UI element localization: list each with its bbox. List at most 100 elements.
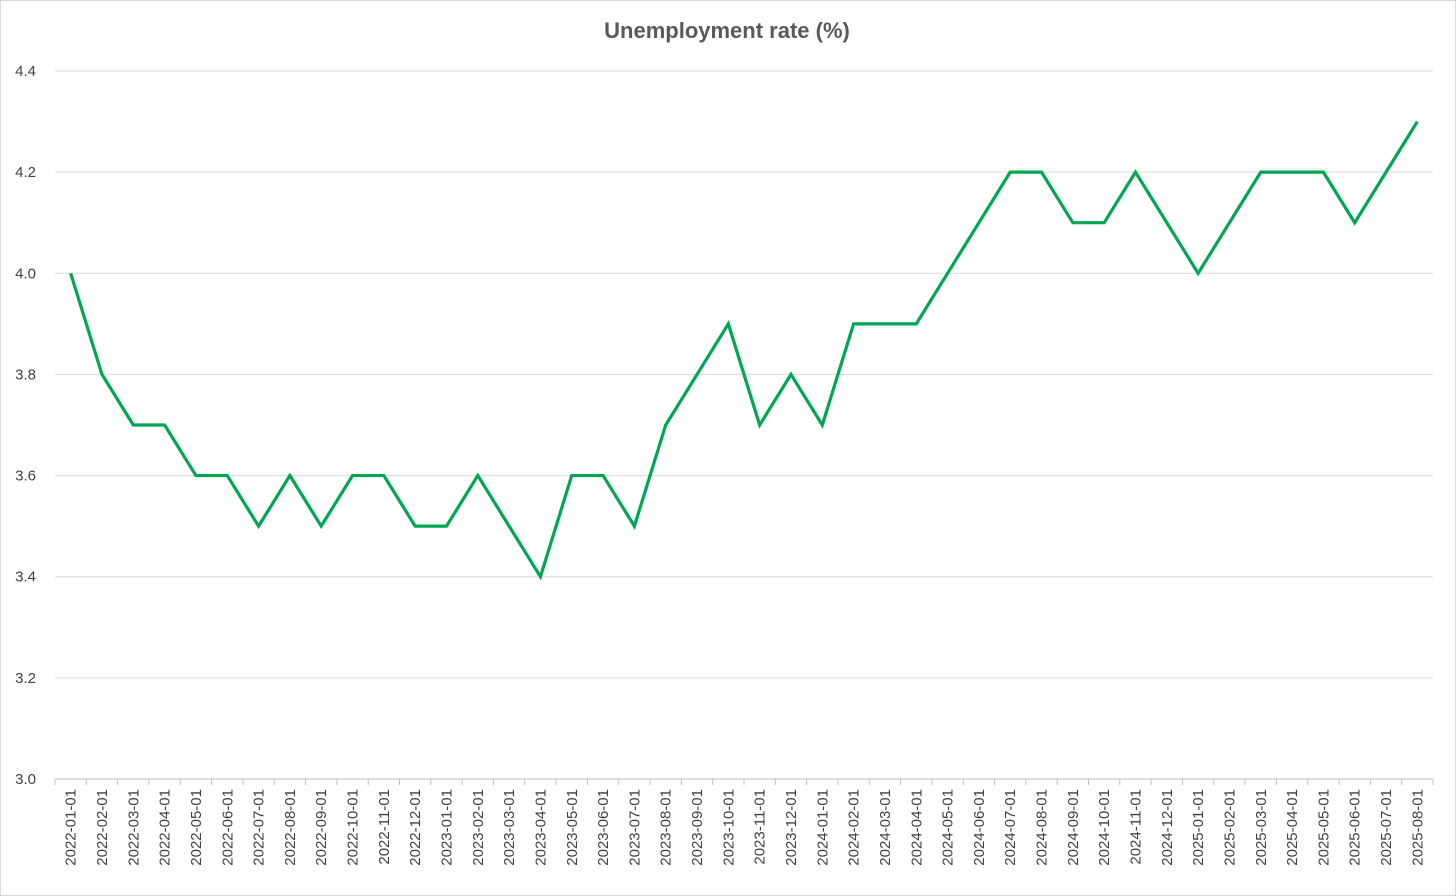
data-point xyxy=(852,322,855,325)
x-tick-label: 2022-02-01 xyxy=(94,789,111,866)
data-point xyxy=(445,525,448,528)
data-point xyxy=(320,525,323,528)
data-point xyxy=(382,474,385,477)
data-point xyxy=(664,424,667,427)
data-point xyxy=(1228,221,1231,224)
x-axis-labels: 2022-01-01 2022-02-01 2022-03-01 2022-04-01… xyxy=(63,789,1427,866)
data-point xyxy=(977,221,980,224)
x-tick-label: 2025-06-01 xyxy=(1347,789,1364,866)
x-tick-label: 2025-07-01 xyxy=(1378,789,1395,866)
data-point xyxy=(1291,171,1294,174)
data-point xyxy=(1416,120,1419,123)
x-tick-label: 2023-04-01 xyxy=(532,789,549,866)
data-point xyxy=(1353,221,1356,224)
data-point xyxy=(1134,171,1137,174)
x-tick-label: 2025-08-01 xyxy=(1409,789,1426,866)
x-tick-label: 2023-07-01 xyxy=(626,789,643,866)
x-tick-label: 2023-05-01 xyxy=(564,789,581,866)
x-tick-label: 2022-05-01 xyxy=(188,789,205,866)
x-tick-label: 2023-03-01 xyxy=(501,789,518,866)
data-point xyxy=(539,575,542,578)
data-point xyxy=(696,373,699,376)
x-tick-label: 2022-10-01 xyxy=(345,789,362,866)
data-point xyxy=(821,424,824,427)
x-tick-label: 2023-06-01 xyxy=(595,789,612,866)
x-axis xyxy=(54,778,1434,785)
x-tick-label: 2025-01-01 xyxy=(1190,789,1207,866)
chart-title: Unemployment rate (%) xyxy=(604,18,850,43)
data-point xyxy=(69,272,72,275)
x-tick-label: 2022-03-01 xyxy=(125,789,142,866)
data-point xyxy=(257,525,260,528)
data-point xyxy=(883,322,886,325)
x-tick-label: 2023-02-01 xyxy=(470,789,487,866)
data-point xyxy=(602,474,605,477)
y-tick-label: 4.2 xyxy=(15,164,36,181)
x-tick-label: 2024-06-01 xyxy=(971,789,988,866)
x-tick-label: 2024-12-01 xyxy=(1159,789,1176,866)
data-point xyxy=(351,474,354,477)
series-layer xyxy=(69,120,1419,581)
y-tick-label: 3.2 xyxy=(15,670,36,687)
data-point xyxy=(1197,272,1200,275)
x-tick-label: 2022-09-01 xyxy=(313,789,330,866)
data-point xyxy=(1322,171,1325,174)
gridlines xyxy=(55,70,1433,679)
data-point xyxy=(570,474,573,477)
data-point xyxy=(789,373,792,376)
x-tick-label: 2022-11-01 xyxy=(376,789,393,865)
data-point xyxy=(1071,221,1074,224)
data-point xyxy=(476,474,479,477)
x-tick-label: 2023-09-01 xyxy=(689,789,706,866)
x-tick-label: 2025-02-01 xyxy=(1221,789,1238,866)
x-tick-label: 2022-04-01 xyxy=(157,789,174,866)
x-tick-label: 2023-11-01 xyxy=(752,789,769,865)
x-tick-label: 2022-01-01 xyxy=(63,789,80,866)
x-tick-label: 2025-05-01 xyxy=(1315,789,1332,866)
y-tick-label: 3.0 xyxy=(15,771,36,788)
y-tick-label: 3.4 xyxy=(15,569,36,586)
x-tick-label: 2024-11-01 xyxy=(1127,789,1144,865)
x-tick-label: 2025-03-01 xyxy=(1253,789,1270,866)
x-tick-label: 2023-08-01 xyxy=(658,789,675,866)
data-point xyxy=(633,525,636,528)
data-point xyxy=(163,424,166,427)
x-tick-label: 2024-01-01 xyxy=(814,789,831,866)
data-point xyxy=(226,474,229,477)
data-point xyxy=(1009,171,1012,174)
x-tick-label: 2022-12-01 xyxy=(407,789,424,866)
data-point xyxy=(946,272,949,275)
data-point xyxy=(508,525,511,528)
data-point xyxy=(194,474,197,477)
y-axis-labels: 3.0 3.2 3.4 3.6 3.8 4.0 4.2 4.4 xyxy=(15,63,36,788)
data-point xyxy=(915,322,918,325)
x-tick-label: 2024-10-01 xyxy=(1096,789,1113,866)
data-point xyxy=(1103,221,1106,224)
x-tick-label: 2024-03-01 xyxy=(877,789,894,866)
x-tick-label: 2024-04-01 xyxy=(908,789,925,866)
series-line xyxy=(69,120,1419,581)
x-tick-label: 2022-06-01 xyxy=(219,789,236,866)
x-tick-label: 2022-07-01 xyxy=(251,789,268,866)
data-point xyxy=(1165,221,1168,224)
data-point xyxy=(100,373,103,376)
x-tick-label: 2024-07-01 xyxy=(1002,789,1019,866)
data-point xyxy=(414,525,417,528)
x-tick-label: 2024-02-01 xyxy=(846,789,863,866)
x-tick-label: 2023-01-01 xyxy=(438,789,455,866)
data-point xyxy=(1259,171,1262,174)
x-tick-label: 2024-09-01 xyxy=(1065,789,1082,866)
data-point xyxy=(1385,171,1388,174)
x-tick-label: 2025-04-01 xyxy=(1284,789,1301,866)
x-tick-label: 2023-10-01 xyxy=(720,789,737,866)
data-point xyxy=(132,424,135,427)
data-point xyxy=(1040,171,1043,174)
data-point xyxy=(727,322,730,325)
y-tick-label: 4.0 xyxy=(15,265,36,282)
data-point xyxy=(758,424,761,427)
x-tick-label: 2024-08-01 xyxy=(1034,789,1051,866)
x-tick-label: 2024-05-01 xyxy=(940,789,957,866)
y-tick-label: 3.8 xyxy=(15,366,36,383)
